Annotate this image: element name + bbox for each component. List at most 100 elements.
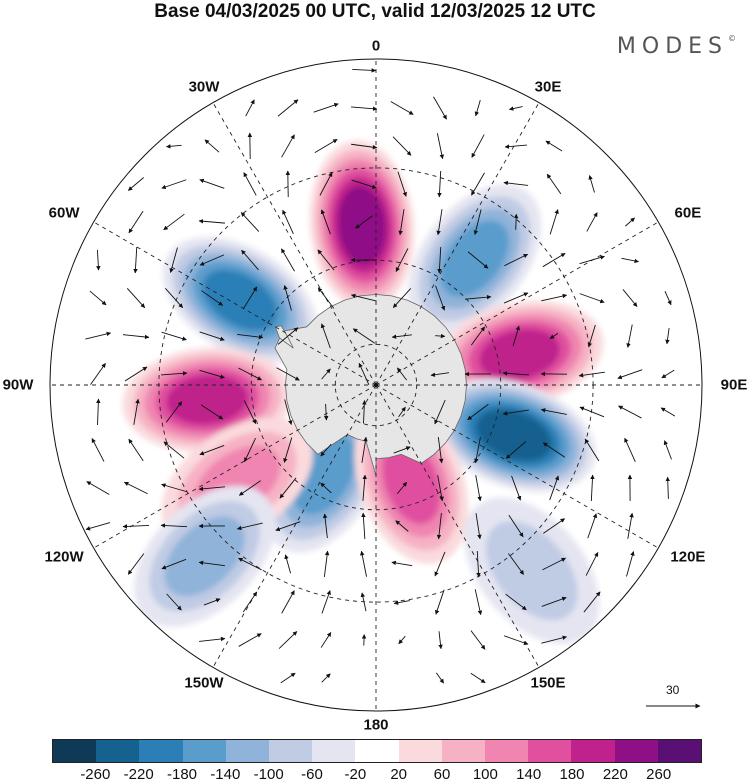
wind-arrow [541,596,567,607]
meridian-label: 30E [534,78,562,96]
colorbar-segment [225,740,270,762]
wind-arrow [237,334,264,340]
wind-arrow [199,444,225,456]
anomaly-center [309,140,415,311]
wind-arrow [127,177,144,191]
colorbar-segment [312,740,356,762]
colorbar-segment [398,740,442,762]
meridian-label: 60W [48,204,80,222]
wind-arrow [238,633,262,647]
wind-arrow [542,442,566,458]
meridian-line [375,384,659,549]
wind-arrow [436,209,443,236]
wind-arrow [238,367,262,381]
colorbar-segment [53,740,97,762]
wind-arrow [245,99,255,117]
wind-arrow [504,253,529,267]
wind-arrow [90,363,106,385]
wind-arrow [540,408,567,415]
wind-arrow [96,398,101,426]
wind-arrow [433,96,447,120]
wind-arrow [542,557,567,571]
colorbar-segment [355,740,399,762]
wind-arrow [391,560,413,567]
brand-mark: © [728,34,736,43]
wind-arrow [660,407,676,417]
wind-arrow [199,369,225,379]
anomaly-center [134,485,276,627]
wind-arrow [627,512,634,539]
wind-arrow [546,173,562,195]
wind-arrow [199,178,225,189]
wind-arrow [199,254,225,266]
wind-arrow [284,554,291,574]
wind-arrow [543,518,566,534]
wind-arrow [281,134,295,158]
wind-arrow [626,324,633,348]
wind-arrow [503,180,529,186]
wind-arrow [351,179,377,189]
wind-arrow [395,520,409,532]
wind-arrow [160,523,188,528]
wind-arrow [436,513,442,540]
wind-arrow [163,441,185,459]
wind-arrow [128,210,144,234]
wind-arrow [123,481,148,495]
wind-arrow [579,255,605,265]
meridian-line [375,384,540,668]
wind-arrow [124,366,148,382]
colorbar-tick-label: -220 [123,766,154,783]
wind-arrow [621,257,639,264]
wind-arrow [198,560,225,567]
meridian-label: 120W [44,548,84,566]
wind-arrow [244,438,256,463]
wind-arrow [578,371,605,378]
wind-arrow [397,367,407,381]
meridian-label: 120E [670,548,706,566]
wind-arrow [397,171,407,197]
wind-arrow [508,514,524,538]
wind-arrow [471,172,485,196]
wind-arrow [275,521,301,532]
wind-arrow [663,440,672,460]
wind-arrow [351,106,378,111]
wind-arrow [587,324,596,348]
wind-arrow [624,437,636,463]
wind-arrow [549,209,559,235]
wind-arrow [579,406,605,418]
wind-arrow [241,249,259,271]
wind-arrow [91,438,105,462]
colorbar-tick-label: -60 [301,766,323,783]
wind-arrow [471,134,485,158]
wind-arrow [161,483,187,493]
wind-arrow [280,672,296,684]
wind-arrow [133,246,138,274]
colorbar-tick-label: -140 [210,766,241,783]
wind-arrow [474,589,483,616]
wind-arrow [511,475,522,501]
wind-arrow [351,143,378,150]
wind-arrow [243,172,257,196]
wind-arrow [435,333,446,339]
colorbar-tick-label: -100 [253,766,284,783]
wind-arrow [128,438,144,462]
wind-arrow [392,288,412,308]
wind-arrow [161,558,187,570]
colorbar-segment [657,740,702,762]
wind-arrow [583,591,601,613]
wind-arrow [622,289,638,307]
anomaly-contour [164,516,245,597]
meridian-label: 150W [184,674,224,692]
colorbar-tick-label: 180 [559,766,585,783]
meridian-label: 90W [2,376,34,394]
meridian-label: 150E [530,674,566,692]
wind-arrow [435,672,445,684]
wind-arrow [161,179,187,190]
wind-arrow [317,249,335,271]
colorbar-segment [269,740,313,762]
meridian-label: 90E [720,376,748,394]
colorbar-tick-label: -180 [166,766,198,783]
wind-arrow [470,630,486,650]
meridian-label: 180 [363,716,389,734]
wind-arrow [352,68,377,73]
